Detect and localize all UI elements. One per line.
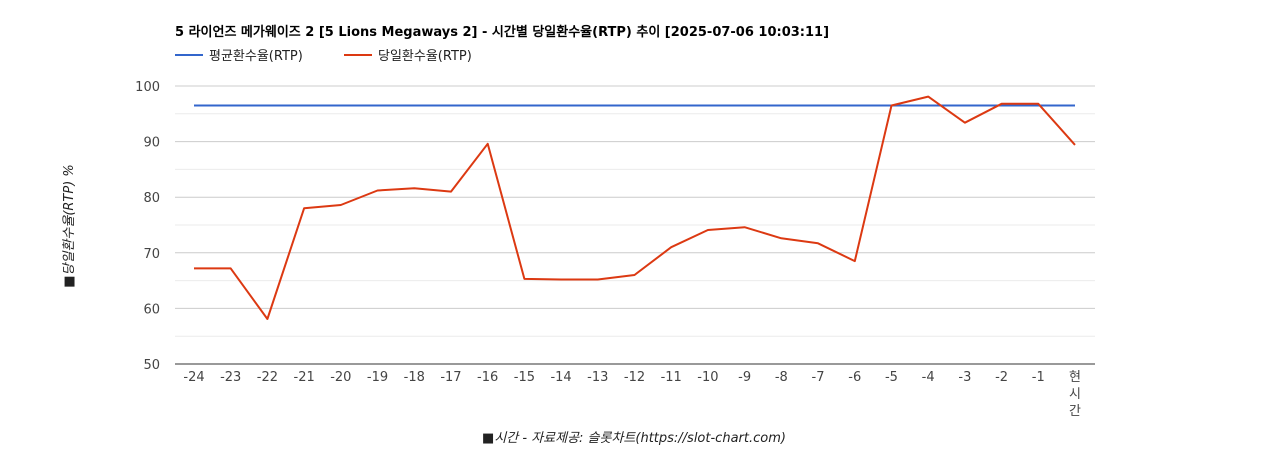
x-tick-label: -24: [183, 370, 204, 385]
x-tick-label: -9: [738, 370, 751, 385]
x-tick-label: -17: [440, 370, 461, 385]
y-tick-label: 50: [143, 358, 160, 373]
y-tick-label: 60: [143, 302, 160, 317]
x-tick-label: -10: [697, 370, 718, 385]
y-tick-label: 90: [143, 136, 160, 151]
x-tick-label: -15: [514, 370, 535, 385]
x-tick-label: -6: [848, 370, 861, 385]
x-tick-label: -7: [812, 370, 825, 385]
x-tick-label: -22: [257, 370, 278, 385]
x-axis-ticks: -24 -23 -22 -21 -20 -19 -18 -17 -16 -15 -14 -13 -12 -…: [183, 370, 1081, 419]
x-tick-label: -16: [477, 370, 498, 385]
x-tick-label: -18: [404, 370, 425, 385]
x-tick-label: -19: [367, 370, 388, 385]
x-axis-title: ■시간 - 자료제공: 슬롯차트(https://slot-chart.com): [482, 431, 786, 446]
chart-title: 5 라이언즈 메가웨이즈 2 [5 Lions Megaways 2] - 시간…: [175, 24, 829, 40]
x-tick-label: -13: [587, 370, 608, 385]
x-tick-label: -8: [775, 370, 788, 385]
x-tick-label: -21: [294, 370, 315, 385]
x-tick-label: -1: [1032, 370, 1045, 385]
x-tick-label: -3: [958, 370, 971, 385]
x-tick-label: -4: [922, 370, 935, 385]
x-tick-label: -20: [330, 370, 351, 385]
x-tick-label: -2: [995, 370, 1008, 385]
gridlines: [175, 85, 1095, 365]
legend-label-daily: 당일환수율(RTP): [378, 49, 472, 64]
x-tick-label: -23: [220, 370, 241, 385]
series-lines: [194, 95, 1076, 320]
x-tick-label: -5: [885, 370, 898, 385]
x-tick-label: -11: [661, 370, 682, 385]
y-tick-label: 100: [135, 80, 160, 95]
legend: 평균환수율(RTP) 당일환수율(RTP): [175, 49, 472, 64]
x-tick-label: -12: [624, 370, 645, 385]
y-tick-label: 70: [143, 247, 160, 262]
y-axis-ticks: 50 60 70 80 90 100: [135, 80, 160, 373]
legend-label-average: 평균환수율(RTP): [209, 49, 303, 64]
series-line-daily-rtp: [194, 95, 1076, 320]
x-tick-label: -14: [550, 370, 571, 385]
y-axis-title: ■당일환수율(RTP) %: [62, 164, 77, 288]
y-tick-label: 80: [143, 191, 160, 206]
